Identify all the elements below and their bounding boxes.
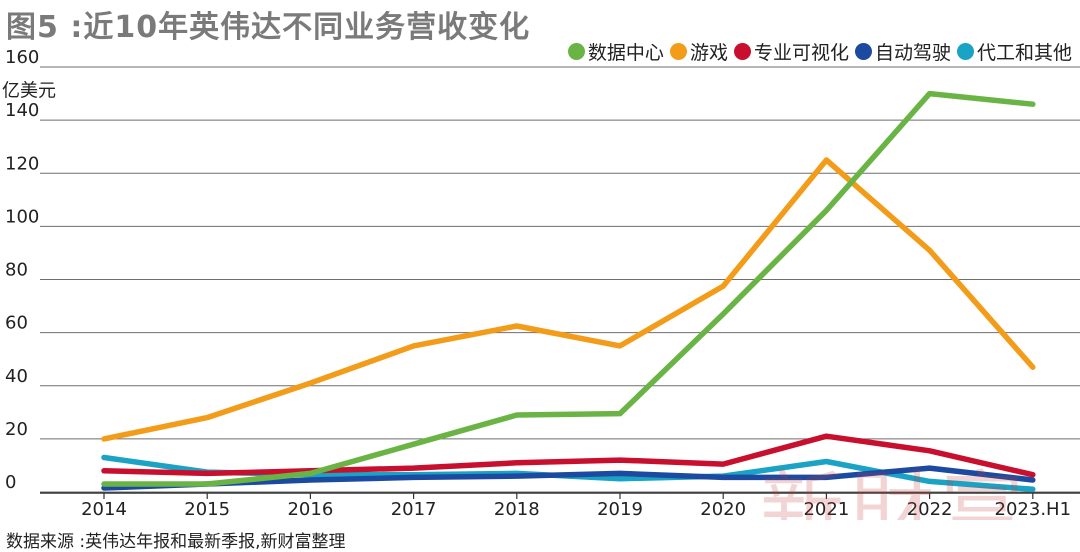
chart-title: 图5 :近10年英伟达不同业务营收变化 <box>6 10 531 45</box>
x-tick-label: 2019 <box>597 499 643 520</box>
y-tick-label: 120 <box>5 153 39 174</box>
y-tick-label: 160 <box>5 47 39 68</box>
x-tick-label: 2014 <box>81 499 127 520</box>
legend-label: 数据中心 <box>587 42 664 64</box>
axes: 0 20 40 60 80 100 120 140 160 亿美元 2014 2015 2016 2017… <box>2 47 1080 520</box>
y-tick-label: 20 <box>5 419 28 440</box>
series-line-2 <box>101 433 1036 478</box>
legend-label: 游戏 <box>689 42 728 64</box>
x-tick-label: 2016 <box>287 499 333 520</box>
x-tick-label: 2020 <box>700 499 746 520</box>
legend-dot-icon <box>669 43 687 60</box>
legend-label: 专业可视化 <box>753 42 849 64</box>
series-line-1 <box>101 157 1036 442</box>
legend-label: 自动驾驶 <box>874 42 951 64</box>
legend-dot-icon <box>854 43 872 60</box>
series-line-3 <box>101 465 1036 491</box>
x-tick-label: 2018 <box>494 499 540 520</box>
y-unit-label: 亿美元 <box>2 81 56 102</box>
watermark-text: 新財富 <box>760 462 1030 520</box>
legend-dot-icon <box>733 43 751 60</box>
y-tick-label: 100 <box>5 206 39 227</box>
y-tick-label: 80 <box>5 260 28 281</box>
x-tick-label: 2015 <box>184 499 230 520</box>
legend-label: 代工和其他 <box>976 42 1072 64</box>
legend-item-3: 自动驾驶 <box>854 38 951 65</box>
x-tick-label: 2023.H1 <box>995 499 1072 520</box>
x-tick-label: 2022 <box>907 499 953 520</box>
grid <box>40 66 1080 493</box>
y-tick-label: 40 <box>5 366 28 387</box>
y-tick-label: 0 <box>5 472 16 493</box>
source-note: 数据来源 :英伟达年报和最新季报,新财富整理 <box>6 532 346 552</box>
legend-item-2: 专业可视化 <box>733 38 849 65</box>
legend-item-4: 代工和其他 <box>956 38 1072 65</box>
y-tick-label: 140 <box>5 100 39 121</box>
line-chart: 0 20 40 60 80 100 120 140 160 亿美元 2014 2015 2016 2017… <box>2 47 1080 520</box>
legend: 数据中心 游戏 专业可视化 自动驾驶 代工和其他 <box>562 38 1072 65</box>
x-tick-label: 2017 <box>391 499 437 520</box>
watermark: 新財富 <box>760 462 1030 520</box>
series-line-0 <box>101 90 1036 487</box>
legend-item-0: 数据中心 <box>567 38 664 65</box>
legend-dot-icon <box>567 43 585 60</box>
y-tick-label: 60 <box>5 313 28 334</box>
legend-dot-icon <box>956 43 974 60</box>
legend-item-1: 游戏 <box>669 38 728 65</box>
series-lines <box>101 90 1036 493</box>
x-tick-label: 2021 <box>803 499 849 520</box>
